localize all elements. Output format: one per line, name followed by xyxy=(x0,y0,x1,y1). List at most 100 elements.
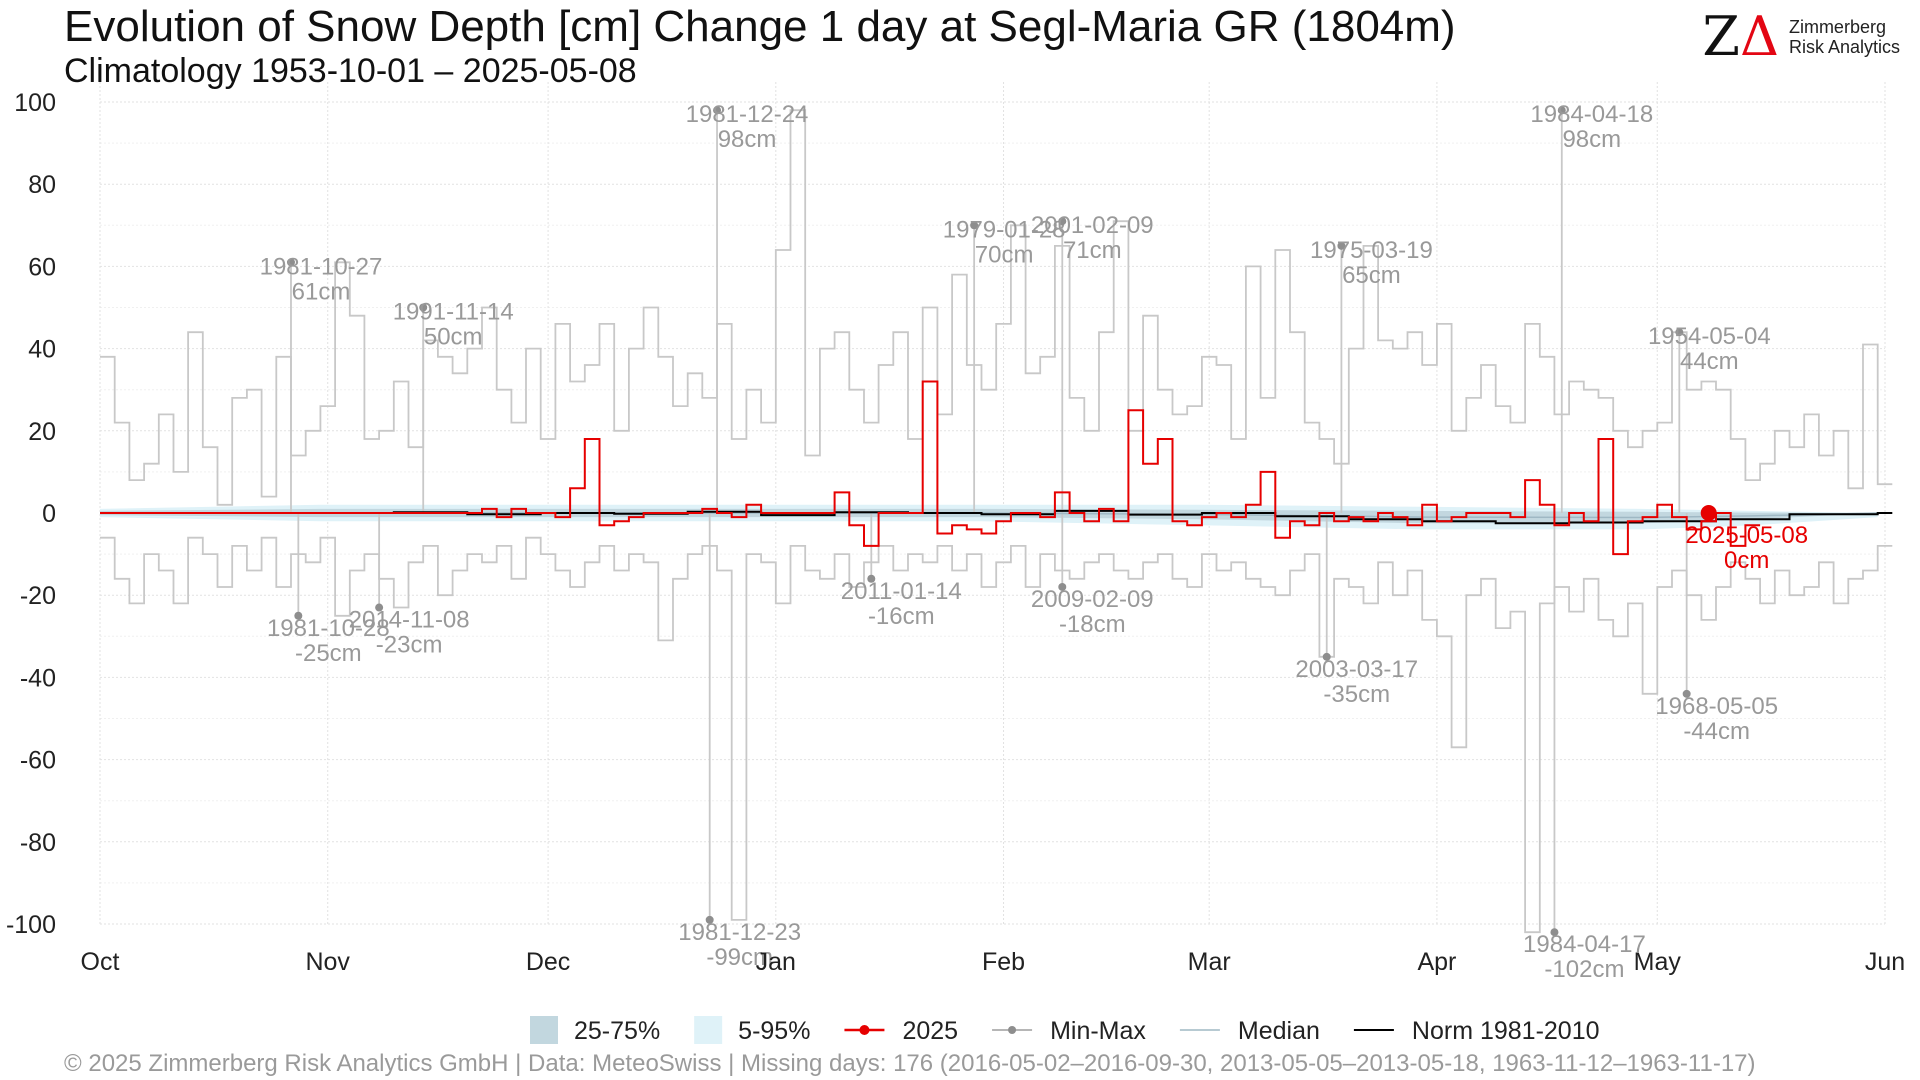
y-tick-label: -60 xyxy=(20,747,56,775)
min-series-line xyxy=(100,536,1893,934)
extreme-point xyxy=(1550,928,1559,937)
extreme-date-label: 1981-12-24 xyxy=(686,101,809,128)
extreme-date-label: 2014-11-08 xyxy=(349,607,470,634)
extreme-date-label: 2011-01-14 xyxy=(841,578,962,605)
logo-text: Zimmerberg Risk Analytics xyxy=(1789,17,1900,57)
extreme-date-label: 1991-11-14 xyxy=(393,299,514,326)
legend-item: Norm 1981-2010 xyxy=(1353,1017,1600,1045)
series-2025-line xyxy=(100,380,1761,556)
x-tick-label: Jan xyxy=(756,948,796,976)
y-tick-label: 40 xyxy=(28,336,56,364)
chart-legend: 25-75% 5-95% 2025 Min-Max Median Norm 1981-20… xyxy=(530,1016,1600,1045)
extreme-date-label: 1979-01-28 xyxy=(943,216,1066,243)
legend-item: Median xyxy=(1179,1017,1320,1045)
extreme-point xyxy=(1337,241,1346,250)
extreme-value-label: 98cm xyxy=(718,126,777,153)
x-tick-label: Jun xyxy=(1865,948,1905,976)
extreme-point xyxy=(867,574,876,583)
y-tick-label: 80 xyxy=(28,171,56,199)
extreme-value-label: -23cm xyxy=(376,632,443,659)
legend-label: 2025 xyxy=(902,1017,958,1045)
max-series-line xyxy=(100,109,1893,506)
y-tick-label: 20 xyxy=(28,418,56,446)
extreme-point xyxy=(970,221,979,230)
current-date-label: 2025-05-08 xyxy=(1685,522,1808,549)
extreme-value-label: 61cm xyxy=(292,278,351,305)
x-tick-label: Mar xyxy=(1188,948,1231,976)
footer-credits: © 2025 Zimmerberg Risk Analytics GmbH | … xyxy=(64,1050,1756,1077)
logo-line-2: Risk Analytics xyxy=(1788,37,1900,57)
x-tick-label: Dec xyxy=(526,948,570,976)
legend-dot-current xyxy=(859,1025,870,1035)
extreme-value-label: -99cm xyxy=(706,944,773,971)
x-tick-label: Feb xyxy=(982,948,1025,976)
legend-label: Median xyxy=(1238,1017,1320,1045)
current-value-label: 0cm xyxy=(1724,547,1769,574)
legend-item: Min-Max xyxy=(992,1017,1146,1045)
legend-swatch-band5 xyxy=(694,1016,723,1044)
extreme-value-label: -102cm xyxy=(1544,956,1624,983)
grid-lines xyxy=(99,82,1886,925)
legend-item: 5-95% xyxy=(694,1016,810,1045)
extreme-date-label: 2003-03-17 xyxy=(1295,656,1418,683)
extreme-point xyxy=(375,603,384,612)
legend-item: 25-75% xyxy=(530,1016,660,1045)
extreme-date-label: 1981-12-23 xyxy=(678,919,801,946)
legend-label: 25-75% xyxy=(574,1017,660,1045)
extreme-value-label: 98cm xyxy=(1562,126,1621,153)
extreme-point xyxy=(705,915,714,924)
extreme-value-label: 65cm xyxy=(1342,262,1401,289)
legend-dot-minmax xyxy=(1008,1026,1017,1034)
extreme-point xyxy=(1322,652,1331,661)
extreme-date-label: 1981-10-27 xyxy=(260,253,383,280)
x-tick-label: Oct xyxy=(81,948,120,976)
extreme-date-label: 1984-04-17 xyxy=(1523,931,1646,958)
legend-label: Norm 1981-2010 xyxy=(1412,1017,1600,1045)
current-point xyxy=(1700,505,1717,521)
y-tick-label: 0 xyxy=(42,500,56,528)
extreme-value-label: 50cm xyxy=(424,324,483,351)
extreme-point xyxy=(294,611,303,620)
x-tick-label: Nov xyxy=(305,948,350,976)
chart-title: Evolution of Snow Depth [cm] Change 1 da… xyxy=(64,2,1456,51)
extreme-value-label: -44cm xyxy=(1683,718,1750,745)
y-tick-label: 60 xyxy=(28,253,56,281)
extreme-date-label: 1975-03-19 xyxy=(1310,237,1433,264)
extreme-point xyxy=(1058,582,1067,591)
chart-subtitle: Climatology 1953-10-01 – 2025-05-08 xyxy=(64,52,637,90)
extreme-value-label: 70cm xyxy=(975,241,1034,268)
x-tick-label: Apr xyxy=(1417,948,1456,976)
legend-label: 5-95% xyxy=(738,1017,810,1045)
y-tick-label: -40 xyxy=(20,664,56,692)
extreme-point xyxy=(1675,328,1684,337)
extreme-point xyxy=(1557,106,1566,115)
legend-item: 2025 xyxy=(844,1017,958,1045)
extreme-value-label: -16cm xyxy=(868,603,935,630)
extreme-date-label: 2009-02-09 xyxy=(1031,586,1154,613)
min-max-series xyxy=(100,109,1893,934)
extreme-date-label: 2001-02-09 xyxy=(1031,212,1154,239)
extreme-value-label: -35cm xyxy=(1323,681,1390,708)
extreme-point xyxy=(713,106,722,115)
company-logo: ZΔ Zimmerberg Risk Analytics xyxy=(1702,10,1900,64)
x-tick-label: May xyxy=(1634,948,1682,976)
extreme-date-label: 1984-04-18 xyxy=(1530,101,1653,128)
extreme-value-label: 44cm xyxy=(1680,348,1739,375)
y-tick-label: -20 xyxy=(20,582,56,610)
extreme-point xyxy=(1682,689,1691,698)
extreme-date-label: 1954-05-04 xyxy=(1648,323,1771,350)
extreme-date-label: 1968-05-05 xyxy=(1655,693,1778,720)
extreme-point xyxy=(419,303,428,312)
y-tick-label: 100 xyxy=(14,89,56,117)
logo-mark-icon: ZΔ xyxy=(1702,5,1779,68)
extreme-value-label: 71cm xyxy=(1063,237,1122,264)
y-tick-label: -100 xyxy=(6,911,56,939)
extreme-annotations: 1981-10-2761cm1991-11-1450cm1981-12-2498… xyxy=(260,101,1778,983)
y-tick-label: -80 xyxy=(20,829,56,857)
legend-swatch-band25 xyxy=(530,1016,558,1044)
extreme-value-label: -25cm xyxy=(295,640,362,667)
extreme-point xyxy=(1058,217,1067,226)
extreme-point xyxy=(286,258,295,267)
